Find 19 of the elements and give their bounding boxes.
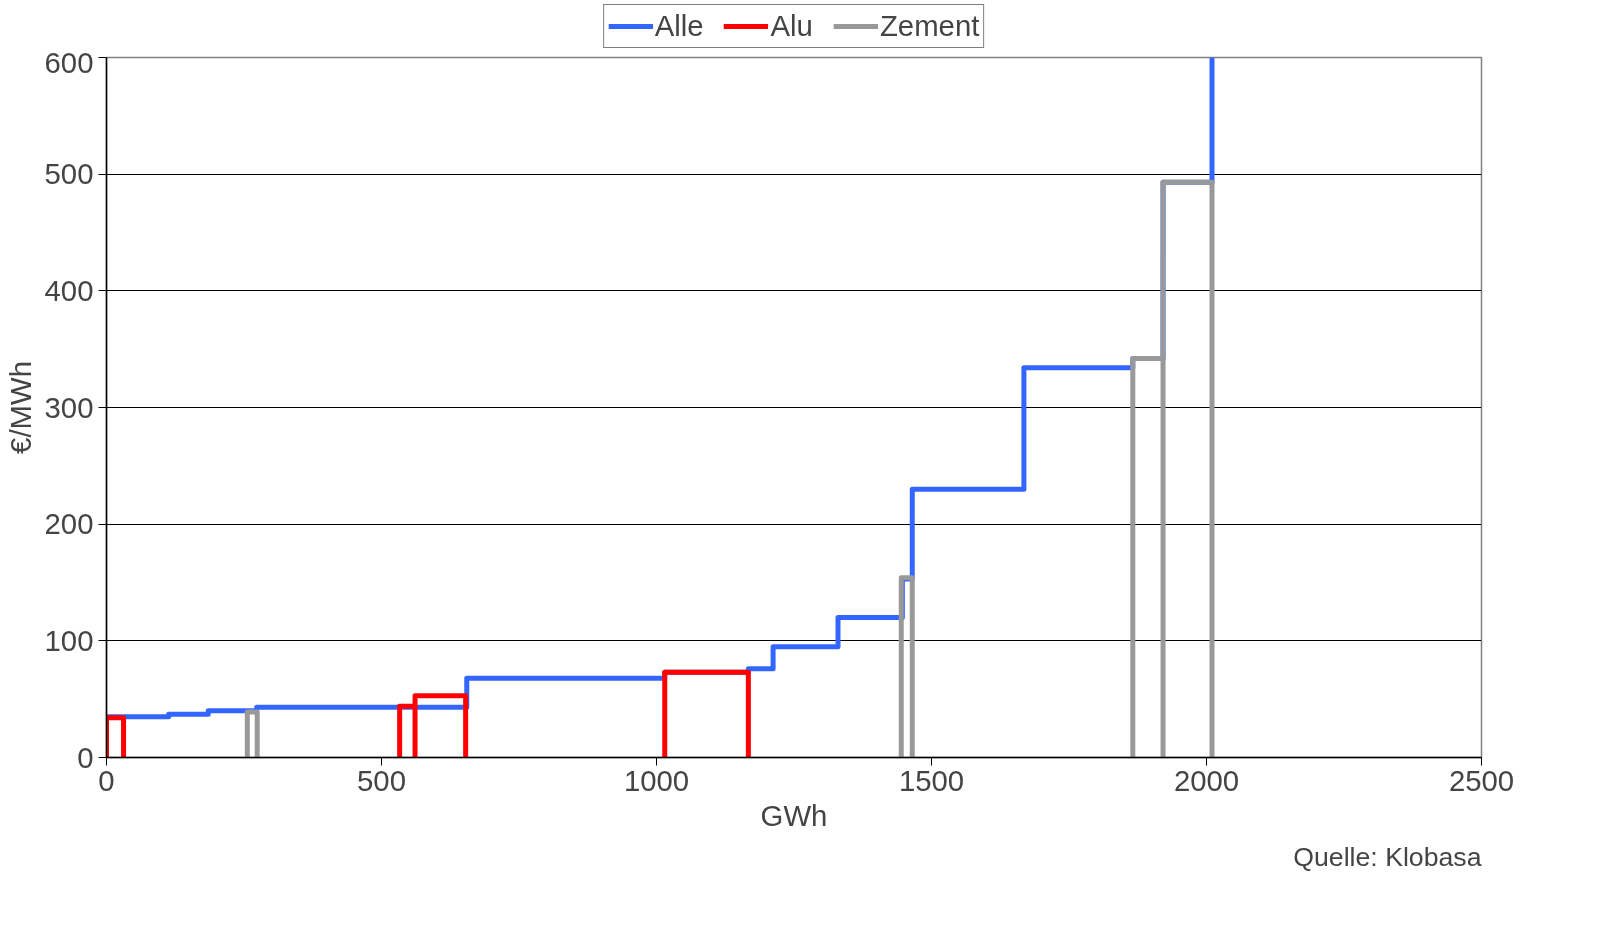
x-tick-label: 0	[98, 763, 115, 797]
y-tick-label: 500	[44, 157, 94, 191]
x-tick-label: 1500	[898, 763, 965, 797]
x-axis-title: GWh	[760, 798, 828, 832]
legend-label: Zement	[879, 9, 980, 43]
x-tick-label: 1000	[623, 763, 690, 797]
y-tick-label: 100	[44, 623, 94, 657]
y-tick-label: 400	[44, 273, 94, 307]
y-axis-title: €/MWh	[3, 361, 37, 454]
y-tick-label: 600	[44, 45, 94, 79]
y-tick-label: 0	[77, 740, 94, 774]
x-tick-label: 2000	[1173, 763, 1240, 797]
legend-label: Alu	[770, 9, 813, 43]
source-note: Quelle: Klobasa	[1293, 841, 1482, 872]
x-tick-label: 500	[357, 763, 406, 797]
y-tick-label: 300	[44, 390, 94, 424]
legend-label: Alle	[654, 9, 704, 43]
x-tick-label: 2500	[1448, 763, 1515, 797]
y-tick-label: 200	[44, 507, 94, 541]
